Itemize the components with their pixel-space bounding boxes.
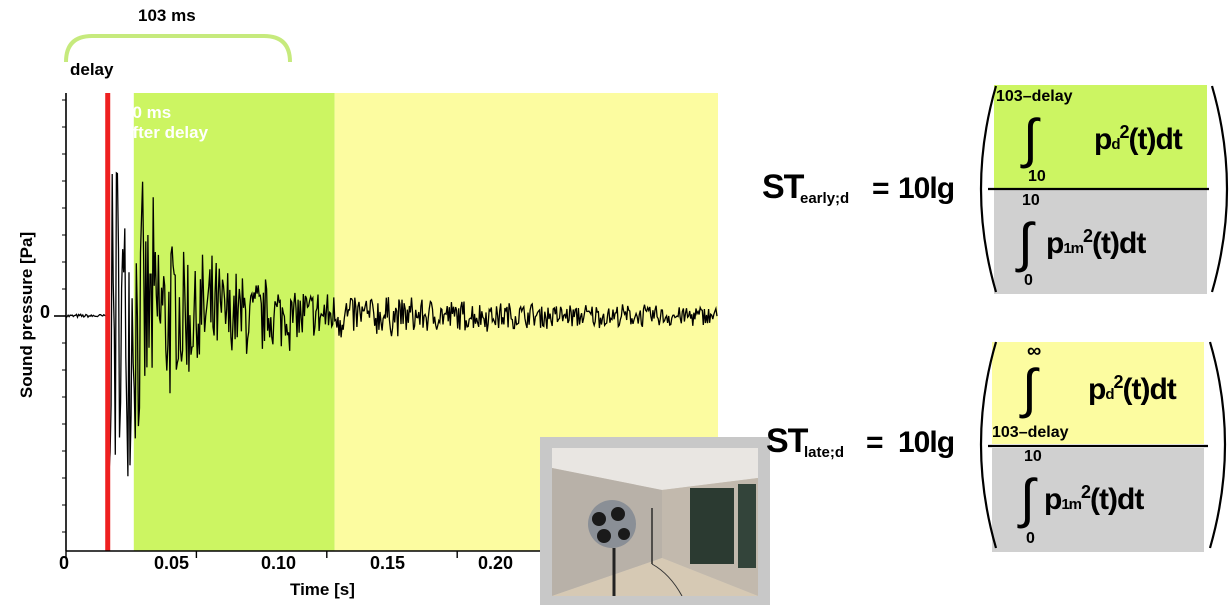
st-late-symbol: ST <box>766 422 808 460</box>
formula-early: ST early;d = 10lg 103–delay ∫ 10 pd2(t)d… <box>760 82 1230 296</box>
equals-sign: = <box>866 426 884 459</box>
ten-lg: 10lg <box>898 426 955 459</box>
ten-lg: 10lg <box>898 172 955 205</box>
den-integrand: p1m2(t)dt <box>1046 226 1146 261</box>
x-tick-label: 0.15 <box>370 553 406 573</box>
den-integrand: p1m2(t)dt <box>1044 482 1144 517</box>
formula-early-frame <box>979 85 1229 294</box>
den-upper-limit: 10 <box>1024 448 1042 465</box>
st-late-subscript: late;d <box>804 444 845 461</box>
den-tail: (t)dt <box>1092 227 1146 260</box>
y-minor-ticks <box>62 99 66 533</box>
delay-marker-line <box>105 93 111 551</box>
den-lower-limit: 0 <box>1024 272 1033 289</box>
waveform-series <box>65 171 718 477</box>
formula-late-frame <box>979 341 1227 552</box>
delay-label: delay <box>70 60 114 79</box>
num-power: 2 <box>1113 372 1124 392</box>
st-early-symbol: ST <box>762 168 804 206</box>
num-integrand: pd2(t)dt <box>1094 122 1183 157</box>
equals-sign: = <box>872 172 890 205</box>
den-pressure-sub: 1m <box>1063 240 1084 257</box>
after-delay-line2: after delay <box>123 123 209 142</box>
num-integral-icon: ∫ <box>1022 359 1037 419</box>
num-tail: (t)dt <box>1128 123 1183 156</box>
den-power: 2 <box>1083 226 1093 246</box>
den-pressure-sub: 1m <box>1061 496 1082 513</box>
den-integral-icon: ∫ <box>1020 469 1035 529</box>
den-tail: (t)dt <box>1090 483 1144 516</box>
num-lower-limit: 103–delay <box>992 424 1069 441</box>
den-power: 2 <box>1081 482 1091 502</box>
x-axis-label: Time [s] <box>290 580 355 599</box>
bracket-label: 103 ms <box>138 6 196 25</box>
after-delay-line1: 10 ms <box>123 103 172 122</box>
x-tick-label: 0 <box>59 553 70 573</box>
num-pressure: p <box>1094 123 1112 156</box>
formula-late: ST late;d = 10lg ∞ ∫ 103–delay pd2(t)dt … <box>760 338 1230 582</box>
num-integral-icon: ∫ <box>1023 109 1038 169</box>
num-upper-limit: 103–delay <box>996 88 1073 105</box>
after-delay-label: 10 ms after delay <box>123 100 208 146</box>
room-photo <box>552 448 758 596</box>
st-early-subscript: early;d <box>800 190 850 207</box>
den-upper-limit: 10 <box>1022 192 1040 209</box>
num-pressure-sub: d <box>1111 136 1120 153</box>
den-lower-limit: 0 <box>1026 530 1035 547</box>
num-power: 2 <box>1119 122 1130 142</box>
num-lower-limit: 10 <box>1028 168 1046 185</box>
num-tail: (t)dt <box>1122 373 1177 406</box>
den-pressure: p <box>1046 227 1064 260</box>
num-upper-limit: ∞ <box>1027 340 1042 362</box>
y-tick-label: 0 <box>40 302 51 322</box>
x-tick-label: 0.20 <box>478 553 514 573</box>
num-pressure-sub: d <box>1105 386 1114 403</box>
x-tick-label: 0.10 <box>261 553 297 573</box>
y-axis-label: Sound pressure [Pa] <box>17 231 36 399</box>
time-span-bracket <box>64 34 292 63</box>
num-integrand: pd2(t)dt <box>1088 372 1177 407</box>
den-pressure: p <box>1044 483 1062 516</box>
den-integral-icon: ∫ <box>1018 213 1033 273</box>
x-tick-label: 0.05 <box>154 553 190 573</box>
num-pressure: p <box>1088 373 1106 406</box>
